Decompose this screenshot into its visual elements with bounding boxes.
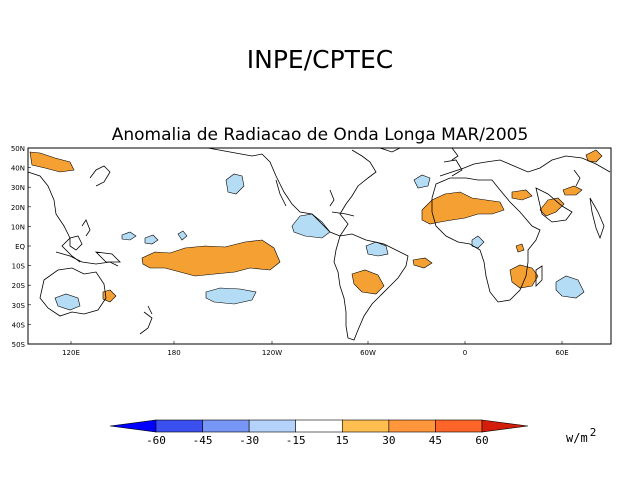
colorbar: -60 -45 -30 -15 15 30 45 60	[109, 419, 529, 447]
anomaly-atlantic-brazil	[412, 257, 433, 269]
positive-anomalies	[29, 149, 603, 303]
lon-axis: 120E 180 120W 60W 0 60E	[62, 341, 569, 357]
coast-arabia	[535, 187, 573, 223]
lat-label: 40S	[12, 321, 26, 329]
colorbar-bin	[481, 419, 529, 433]
anomaly-sahel-east	[511, 189, 533, 201]
lat-label: 40N	[11, 165, 25, 173]
coast-madagascar	[535, 265, 543, 287]
lat-label: 20S	[12, 282, 26, 290]
coast-philippines	[81, 219, 91, 237]
coast-caspian	[573, 169, 581, 187]
colorbar-tick-label: -45	[193, 434, 213, 447]
coast-north-america	[207, 147, 377, 237]
coast-nz	[139, 305, 153, 335]
coast-greenland	[379, 147, 401, 153]
lat-label: 10N	[11, 223, 25, 231]
colorbar-bin	[295, 419, 343, 433]
coast-europe	[439, 155, 611, 177]
anomaly-pacific-band	[141, 239, 281, 277]
anomaly-gulf	[562, 185, 583, 196]
colorbar-bin	[155, 419, 203, 433]
colorbar-tick-label: 15	[336, 434, 349, 447]
lat-label: 30S	[12, 302, 26, 310]
colorbar-bin	[202, 419, 250, 433]
org-title: INPE/CPTEC	[247, 45, 393, 74]
colorbar-unit: w/m 2	[566, 426, 596, 445]
coast-baja	[275, 179, 287, 207]
coast-india	[589, 197, 605, 240]
negative-anomalies	[54, 173, 585, 311]
colorbar-tick-label: 30	[382, 434, 395, 447]
map-panel: 50N 40N 30N 20N 10N EQ 10S 20S 30S 40S 50S 120E 180…	[11, 145, 612, 357]
lon-label: 60W	[360, 349, 376, 357]
coast-cuba	[331, 211, 355, 217]
coast-east-asia	[27, 171, 81, 263]
coast-south-america	[333, 233, 409, 341]
anomaly-north-atlantic	[413, 174, 431, 189]
lat-label: 20N	[11, 204, 25, 212]
colorbar-bin	[109, 419, 157, 433]
coastlines	[27, 147, 611, 341]
anomaly-sw-indian	[555, 275, 585, 299]
coast-australia	[39, 267, 107, 317]
coast-japan	[89, 165, 111, 187]
colorbar-bin	[248, 419, 297, 433]
colorbar-tick-label: -30	[239, 434, 259, 447]
anomaly-north-pacific	[225, 173, 245, 195]
lat-label: EQ	[15, 243, 25, 251]
lon-label: 120E	[62, 349, 80, 357]
anomaly-southern-africa	[509, 264, 539, 289]
colorbar-tick-label: -15	[286, 434, 306, 447]
colorbar-bin	[341, 419, 390, 433]
anomaly-central-africa	[515, 243, 525, 253]
coast-florida	[329, 189, 335, 207]
lon-label: 60E	[555, 349, 568, 357]
colorbar-bin	[435, 419, 483, 433]
anomaly-west-pacific-1	[121, 231, 137, 241]
anomaly-west-pacific-3	[177, 230, 188, 241]
anomaly-australia	[54, 293, 81, 311]
coast-new-guinea	[94, 251, 121, 263]
coast-uk	[451, 147, 459, 161]
coast-iberia	[443, 159, 463, 177]
colorbar-unit-exponent: 2	[590, 426, 597, 439]
lat-label: 10S	[12, 263, 26, 271]
colorbar-tick-label: -60	[146, 434, 166, 447]
lon-label: 120W	[262, 349, 282, 357]
lat-label: 50S	[12, 341, 26, 349]
coast-africa	[431, 177, 541, 303]
lat-label: 50N	[11, 145, 25, 153]
anomaly-west-pacific-2	[144, 234, 159, 245]
anomaly-japan	[29, 151, 75, 173]
map-frame	[27, 147, 612, 345]
lat-label: 30N	[11, 184, 25, 192]
coast-indonesia	[55, 251, 119, 267]
map-title: Anomalia de Radiacao de Onda Longa MAR/2…	[112, 125, 529, 145]
lon-label: 180	[167, 349, 180, 357]
colorbar-bin	[388, 419, 436, 433]
anomaly-south-america	[351, 269, 385, 295]
lat-axis: 50N 40N 30N 20N 10N EQ 10S 20S 30S 40S 50S	[11, 145, 31, 349]
colorbar-tick-label: 45	[429, 434, 442, 447]
coast-borneo	[69, 235, 83, 251]
lon-label: 0	[463, 349, 467, 357]
colorbar-tick-label: 60	[475, 434, 488, 447]
anomaly-nz	[102, 289, 117, 303]
anomaly-south-pacific	[205, 287, 257, 305]
